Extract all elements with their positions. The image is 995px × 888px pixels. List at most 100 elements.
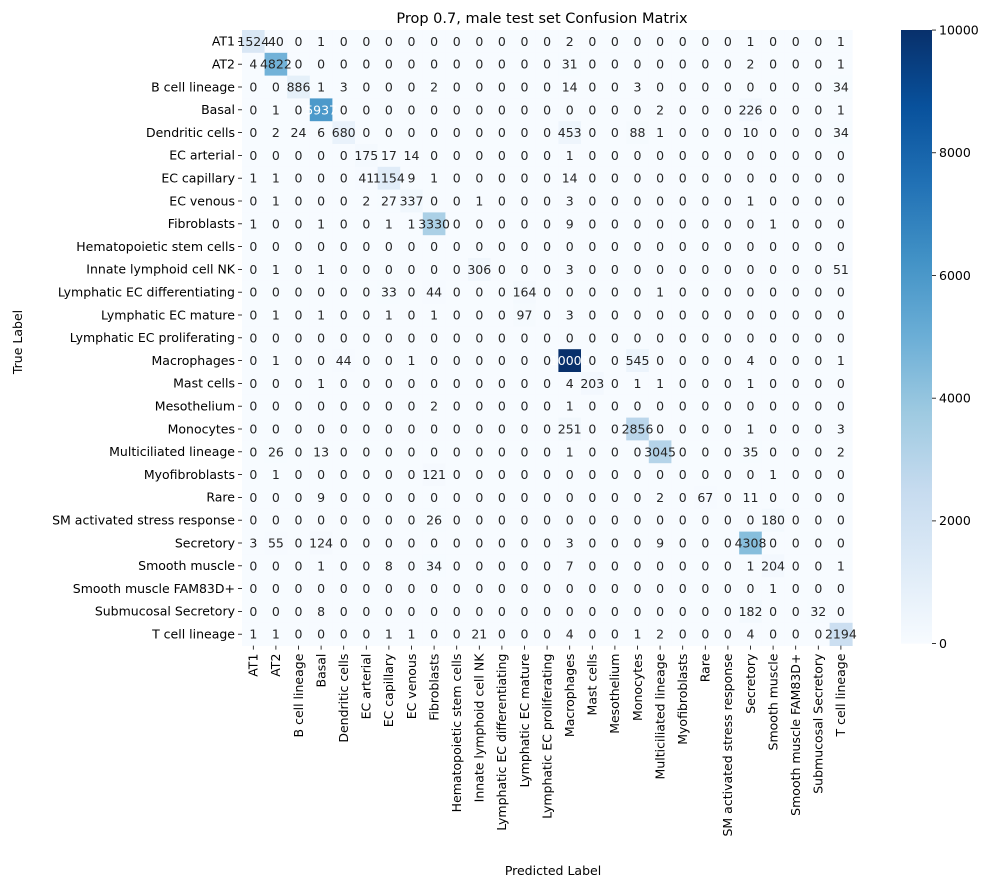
cell-value-label: 1	[837, 353, 845, 368]
heatmap-cell	[490, 622, 514, 646]
heatmap-cell	[535, 75, 559, 99]
cell-value-label: 0	[814, 194, 822, 209]
heatmap-cell	[784, 440, 808, 464]
cell-value-label: 0	[656, 422, 664, 437]
heatmap-cell	[445, 166, 469, 190]
heatmap-cell	[784, 258, 808, 282]
heatmap-cell	[422, 508, 446, 532]
heatmap-cell	[648, 121, 672, 145]
cell-value-label: 0	[724, 558, 732, 573]
heatmap-cell	[287, 622, 311, 646]
heatmap-cell	[581, 417, 604, 441]
heatmap-cell	[513, 440, 537, 464]
heatmap-cell	[807, 52, 830, 76]
heatmap-cell	[422, 531, 446, 555]
cell-value-label: 0	[295, 171, 303, 186]
cell-value-label: 1	[634, 376, 642, 391]
heatmap-cell	[784, 577, 808, 601]
cell-value-label: 0	[362, 467, 370, 482]
cell-value-label: 0	[724, 376, 732, 391]
cell-value-label: 0	[769, 148, 777, 163]
cell-value-label: 1	[408, 627, 416, 642]
cell-value-label: 0	[814, 102, 822, 117]
cell-value-label: 0	[837, 330, 845, 345]
y-tick-label: Submucosal Secretory	[95, 604, 236, 619]
heatmap-cell	[264, 52, 288, 76]
cell-value-label: 9	[317, 490, 325, 505]
heatmap-cell	[535, 326, 559, 350]
heatmap-cell	[558, 508, 582, 532]
heatmap-cell	[513, 280, 537, 304]
heatmap-cell	[332, 394, 356, 418]
cell-value-label: 1	[317, 376, 325, 391]
cell-value-label: 0	[814, 262, 822, 277]
heatmap-cell	[784, 622, 808, 646]
cell-value-label: 0	[588, 80, 596, 95]
heatmap-cell	[287, 600, 311, 624]
heatmap-cell	[535, 394, 559, 418]
heatmap-cell	[400, 235, 424, 259]
heatmap-cell	[377, 326, 401, 350]
heatmap-cell	[829, 531, 853, 555]
heatmap-cell	[309, 75, 333, 99]
heatmap-cell	[535, 235, 559, 259]
heatmap-cell	[807, 144, 830, 168]
heatmap-cell	[716, 394, 740, 418]
cell-value-label: 0	[430, 376, 438, 391]
cell-value-label: 0	[521, 604, 529, 619]
cell-value-label: 0	[679, 627, 687, 642]
y-tick-label: Lymphatic EC differentiating	[58, 285, 235, 300]
cell-value-label: 0	[498, 581, 506, 596]
heatmap-cell	[739, 121, 763, 145]
heatmap-cell	[603, 52, 627, 76]
cell-value-label: 0	[611, 422, 619, 437]
y-tick-label: Lymphatic EC proliferating	[70, 330, 235, 345]
heatmap-cell	[671, 144, 695, 168]
heatmap-cell	[807, 349, 830, 373]
heatmap-cell	[377, 463, 401, 487]
cell-value-label: 0	[249, 513, 257, 528]
cell-value-label: 0	[408, 376, 416, 391]
heatmap-cell	[829, 212, 853, 236]
cell-value-label: 0	[521, 80, 529, 95]
heatmap-cell	[807, 258, 830, 282]
cell-value-label: 0	[317, 422, 325, 437]
heatmap-cell	[671, 508, 695, 532]
cell-value-label: 0	[362, 57, 370, 72]
heatmap-cell	[761, 622, 785, 646]
cell-value-label: 0	[611, 216, 619, 231]
heatmap-cell	[671, 577, 695, 601]
cell-value-label: 0	[295, 627, 303, 642]
heatmap-cell	[829, 622, 853, 646]
cell-value-label: 4	[566, 627, 574, 642]
heatmap-cell	[422, 622, 446, 646]
cell-value-label: 0	[543, 399, 551, 414]
cell-value-label: 0	[430, 444, 438, 459]
heatmap-cell	[829, 326, 853, 350]
heatmap-cell	[309, 235, 333, 259]
cell-value-label: 0	[498, 285, 506, 300]
heatmap-cell	[829, 52, 853, 76]
cell-value-label: 0	[475, 376, 483, 391]
heatmap-cell	[490, 372, 514, 396]
heatmap-cell	[377, 372, 401, 396]
cell-value-label: 0	[792, 627, 800, 642]
cell-value-label: 0	[837, 467, 845, 482]
cell-value-label: 0	[317, 581, 325, 596]
heatmap-cell	[355, 394, 378, 418]
cell-value-label: 0	[769, 444, 777, 459]
cell-value-label: 0	[792, 239, 800, 254]
heatmap-cell	[355, 622, 378, 646]
heatmap-cell	[242, 98, 265, 122]
heatmap-cell	[716, 600, 740, 624]
heatmap-cell	[242, 258, 265, 282]
heatmap-cell	[829, 394, 853, 418]
cell-value-label: 0	[453, 80, 461, 95]
y-tick-label: B cell lineage	[151, 79, 235, 94]
x-tick-label: EC venous	[404, 654, 419, 720]
cell-value-label: 0	[249, 239, 257, 254]
cell-value-label: 0	[295, 148, 303, 163]
x-tick-label: Basal	[313, 654, 328, 688]
heatmap-cell	[648, 622, 672, 646]
cell-value-label: 0	[249, 467, 257, 482]
